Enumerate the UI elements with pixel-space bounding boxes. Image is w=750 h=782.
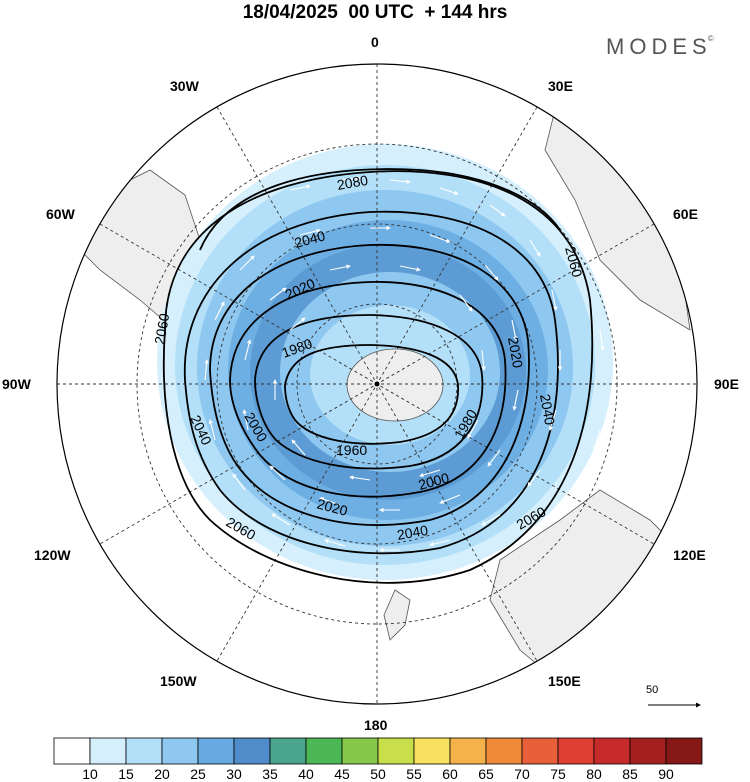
colorbar <box>53 737 703 765</box>
brand-mark: © <box>707 34 714 43</box>
contour-label-2060-left: 2060 <box>151 312 172 346</box>
colorbar-cell <box>161 737 199 765</box>
colorbar-cell <box>665 737 703 765</box>
lon-label-120e: 120E <box>673 547 706 563</box>
lon-label-30w: 30W <box>170 78 199 94</box>
colorbar-tick-label: 25 <box>190 766 206 782</box>
wind-reference-label: 50 <box>646 684 659 696</box>
colorbar-cell <box>341 737 379 765</box>
colorbar-tick-label: 20 <box>154 766 170 782</box>
colorbar-cell <box>125 737 163 765</box>
contour-2040 <box>183 210 559 555</box>
lon-label-90w: 90W <box>2 376 31 392</box>
colorbar-tick-label: 90 <box>658 766 674 782</box>
brand-text: MODES <box>606 34 712 59</box>
map-title: 18/04/2025 00 UTC + 144 hrs <box>242 2 508 23</box>
colorbar-tick-label: 80 <box>586 766 602 782</box>
contour-label-2000-bottom: 2000 <box>417 469 451 493</box>
lon-label-90e: 90E <box>714 376 739 392</box>
colorbar-cell <box>521 737 559 765</box>
colorbar-cell <box>593 737 631 765</box>
colorbar-cell <box>53 737 91 765</box>
colorbar-tick-label: 85 <box>622 766 638 782</box>
contour-2060 <box>162 170 594 584</box>
colorbar-cell <box>197 737 235 765</box>
contour-label-2020-right: 2020 <box>505 336 526 370</box>
contour-label-2020-bottom: 2020 <box>315 495 349 519</box>
colorbar-cell <box>629 737 667 765</box>
colorbar-cell <box>449 737 487 765</box>
wind-vectors <box>139 176 605 553</box>
lon-label-150w: 150W <box>160 673 197 689</box>
colorbar-tick-label: 65 <box>478 766 494 782</box>
colorbar-cells <box>53 737 703 765</box>
colorbar-cell <box>413 737 451 765</box>
colorbar-tick-label: 30 <box>226 766 242 782</box>
lon-label-180: 180 <box>364 717 388 733</box>
colorbar-tick-label: 45 <box>334 766 350 782</box>
lon-label-60e: 60E <box>673 206 698 222</box>
colorbar-tick-label: 75 <box>550 766 566 782</box>
colorbar-cell <box>377 737 415 765</box>
colorbar-cell <box>305 737 343 765</box>
south-pole-marker <box>374 381 380 387</box>
brand-logo: MODES© <box>606 34 714 60</box>
polar-map: 2080 2040 2020 1980 2060 2060 2020 2040 … <box>56 63 701 708</box>
lon-label-0: 0 <box>371 34 379 50</box>
contour-2080 <box>199 168 561 251</box>
colorbar-tick-label: 50 <box>370 766 386 782</box>
colorbar-tick-label: 40 <box>298 766 314 782</box>
lon-label-150e: 150E <box>548 673 581 689</box>
contour-label-2080: 2080 <box>336 172 370 193</box>
wind-speed-shading <box>157 144 613 580</box>
contour-label-1960: 1960 <box>336 442 367 458</box>
lon-label-120w: 120W <box>34 547 71 563</box>
colorbar-cell <box>269 737 307 765</box>
lon-label-30e: 30E <box>548 78 573 94</box>
contour-1980 <box>254 314 484 470</box>
contour-label-2040-right: 2040 <box>537 393 558 427</box>
contour-2020 <box>209 244 530 526</box>
contour-label-2060-right: 2060 <box>562 245 586 279</box>
map-border <box>56 63 698 705</box>
contour-label-2040-bottom: 2040 <box>396 522 430 543</box>
contour-label-2040-top: 2040 <box>293 227 327 251</box>
lon-label-60w: 60W <box>46 206 75 222</box>
contour-1960 <box>284 344 459 445</box>
colorbar-tick-label: 15 <box>118 766 134 782</box>
colorbar-tick-label: 10 <box>82 766 98 782</box>
colorbar-cell <box>557 737 595 765</box>
colorbar-tick-label: 60 <box>442 766 458 782</box>
colorbar-tick-label: 35 <box>262 766 278 782</box>
land-new-zealand <box>383 589 411 641</box>
height-contours <box>162 168 594 584</box>
colorbar-cell <box>233 737 271 765</box>
colorbar-tick-label: 70 <box>514 766 530 782</box>
contour-2000 <box>229 281 507 498</box>
colorbar-cell <box>485 737 523 765</box>
colorbar-tick-label: 55 <box>406 766 422 782</box>
colorbar-cell <box>89 737 127 765</box>
